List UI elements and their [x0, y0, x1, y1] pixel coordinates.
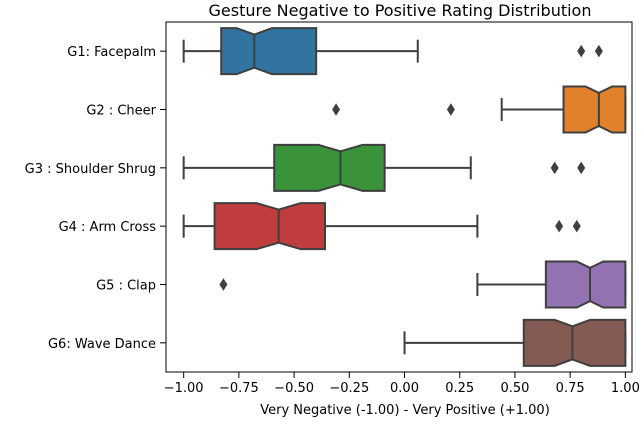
x-tick-label: 1.00: [611, 381, 640, 396]
y-tick-label: G1: Facepalm: [67, 45, 156, 60]
x-tick-label: 0.00: [390, 381, 419, 396]
plot-frame: [165, 21, 633, 373]
x-tick-label: −0.50: [274, 381, 314, 396]
x-axis-label: Very Negative (-1.00) - Very Positive (+…: [260, 403, 550, 418]
box: [544, 260, 627, 309]
box: [273, 143, 386, 192]
x-tick-label: 0.25: [445, 381, 474, 396]
outlier-point: [572, 219, 581, 233]
y-tick-label: G4 : Arm Cross: [59, 220, 157, 235]
x-tick-label: 0.75: [556, 381, 585, 396]
outlier-point: [555, 219, 564, 233]
y-tick-label: G5 : Clap: [96, 279, 156, 294]
chart-title: Gesture Negative to Positive Rating Dist…: [209, 1, 592, 20]
x-tick-label: −0.25: [329, 381, 369, 396]
box: [220, 27, 318, 76]
x-tick-label: −0.75: [219, 381, 259, 396]
box: [522, 318, 627, 367]
y-tick-label: G2 : Cheer: [86, 104, 156, 119]
outlier-point: [594, 44, 603, 58]
x-tick-label: 0.50: [500, 381, 529, 396]
y-tick-label: G6: Wave Dance: [48, 337, 156, 352]
outlier-point: [550, 161, 559, 175]
outlier-point: [446, 103, 455, 116]
outlier-point: [332, 103, 341, 116]
outlier-point: [219, 278, 228, 291]
box: [213, 202, 327, 251]
plot-area: [182, 27, 627, 367]
outlier-point: [577, 161, 586, 175]
outlier-point: [577, 44, 586, 58]
box: [562, 85, 627, 134]
x-tick-label: −1.00: [164, 381, 204, 396]
y-tick-label: G3 : Shoulder Shrug: [25, 162, 156, 177]
